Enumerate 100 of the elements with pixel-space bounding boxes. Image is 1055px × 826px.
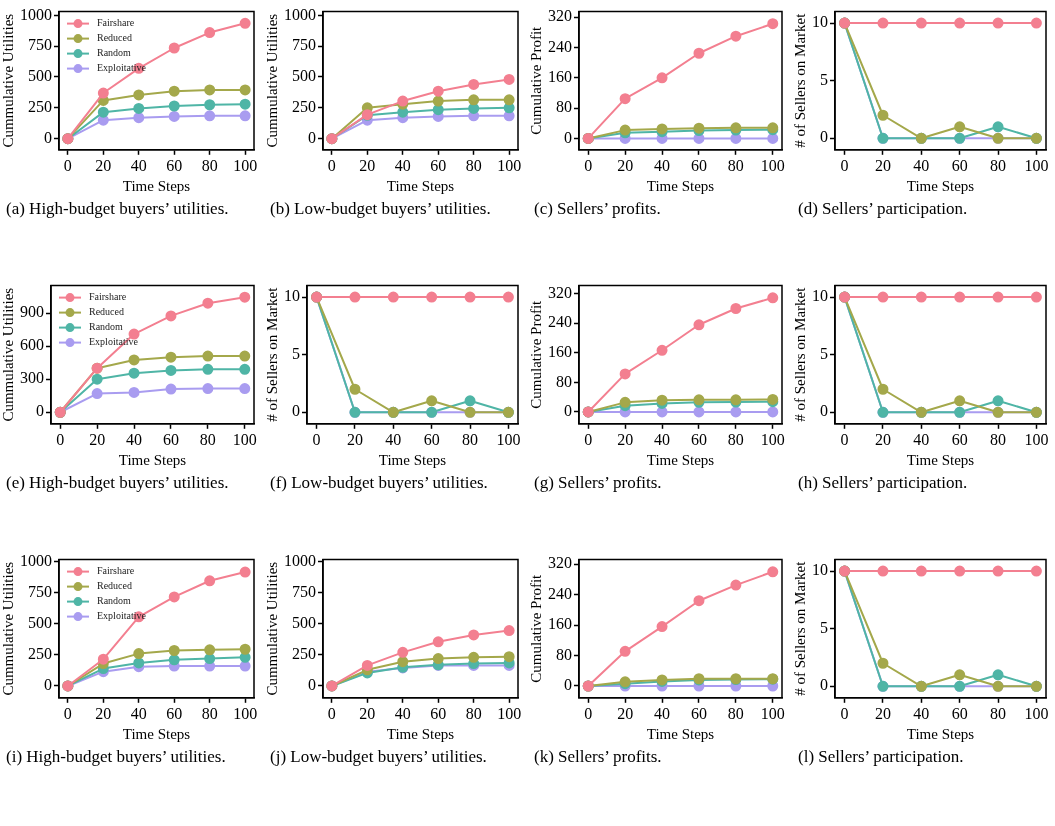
text: (c) Sellers’ profits. bbox=[533, 198, 662, 219]
x-tick-label: 80 bbox=[201, 156, 218, 174]
x-axis-title: Time Steps bbox=[386, 725, 455, 742]
y-tick-label: 500 bbox=[28, 67, 52, 85]
x-axis-title: Time Steps bbox=[646, 451, 715, 468]
y-tick-label: 0 bbox=[44, 676, 52, 694]
x-axis-title: Time Steps bbox=[906, 451, 975, 468]
y-axis-title: # of Sellers on Market bbox=[791, 560, 808, 696]
x-tick-label: 80 bbox=[990, 704, 1007, 722]
x-tick-label: 0 bbox=[840, 704, 849, 722]
y-tick-label: 320 bbox=[548, 7, 572, 25]
x-tick-label: 20 bbox=[874, 430, 891, 448]
x-tick-label: 40 bbox=[913, 430, 930, 448]
y-tick-label: 5 bbox=[820, 344, 828, 362]
y-axis-title: Cummulative Utilities bbox=[263, 13, 280, 148]
x-tick-label: 60 bbox=[430, 156, 447, 174]
x-tick-label: 20 bbox=[874, 156, 891, 174]
x-tick-label: 60 bbox=[951, 156, 968, 174]
x-tick-label: 20 bbox=[617, 156, 634, 174]
x-axis-title: Time Steps bbox=[646, 177, 715, 194]
y-tick-label: 10 bbox=[812, 13, 828, 31]
x-tick-label: 20 bbox=[95, 156, 112, 174]
x-axis-title: Time Steps bbox=[118, 451, 187, 468]
x-tick-label: 20 bbox=[359, 156, 376, 174]
x-tick-label: 80 bbox=[465, 704, 482, 722]
y-tick-label: 1000 bbox=[284, 5, 316, 23]
y-tick-label: 1000 bbox=[20, 5, 52, 23]
y-tick-label: 160 bbox=[548, 615, 572, 633]
y-axis-title: Cummulative Utilities bbox=[0, 13, 16, 148]
x-tick-label: 80 bbox=[462, 430, 479, 448]
x-tick-label: 20 bbox=[874, 704, 891, 722]
y-tick-label: 80 bbox=[556, 372, 572, 390]
legend-label: Fairshare bbox=[97, 17, 135, 29]
x-tick-label: 60 bbox=[690, 430, 707, 448]
x-tick-label: 60 bbox=[162, 430, 179, 448]
y-tick-label: 0 bbox=[36, 402, 44, 420]
y-tick-label: 320 bbox=[548, 283, 572, 301]
y-tick-label: 250 bbox=[28, 98, 52, 116]
x-tick-label: 0 bbox=[327, 156, 336, 174]
y-axis-title: Cumulative Profit bbox=[527, 299, 544, 409]
x-tick-label: 60 bbox=[951, 704, 968, 722]
x-tick-label: 100 bbox=[760, 704, 785, 722]
y-axis-title: Cummulative Utilities bbox=[263, 561, 280, 696]
x-tick-label: 0 bbox=[56, 430, 65, 448]
y-tick-label: 240 bbox=[548, 313, 572, 331]
text: (k) Sellers’ profits. bbox=[533, 746, 663, 767]
x-tick-label: 100 bbox=[496, 430, 521, 448]
x-tick-label: 80 bbox=[990, 156, 1007, 174]
x-tick-label: 40 bbox=[654, 704, 671, 722]
y-axis-title: Cummulative Utilities bbox=[0, 287, 16, 422]
text: (j) Low-budget buyers’ utilities. bbox=[269, 746, 488, 767]
x-tick-label: 100 bbox=[760, 156, 785, 174]
x-tick-label: 0 bbox=[584, 156, 593, 174]
y-tick-label: 0 bbox=[292, 402, 300, 420]
x-tick-label: 100 bbox=[497, 156, 522, 174]
x-tick-label: 100 bbox=[1024, 156, 1049, 174]
legend-label: Random bbox=[97, 47, 132, 59]
legend-label: Reduced bbox=[97, 32, 132, 44]
x-tick-label: 20 bbox=[346, 430, 363, 448]
x-tick-label: 0 bbox=[840, 156, 849, 174]
x-tick-label: 100 bbox=[233, 704, 258, 722]
y-tick-label: 250 bbox=[292, 98, 316, 116]
y-tick-label: 10 bbox=[812, 287, 828, 305]
x-tick-label: 20 bbox=[89, 430, 106, 448]
x-tick-label: 20 bbox=[359, 704, 376, 722]
y-tick-label: 0 bbox=[564, 128, 572, 146]
x-tick-label: 80 bbox=[465, 156, 482, 174]
text: (i) High-budget buyers’ utilities. bbox=[5, 746, 227, 767]
text: (b) Low-budget buyers’ utilities. bbox=[269, 198, 492, 219]
y-tick-label: 250 bbox=[292, 645, 316, 663]
x-tick-label: 60 bbox=[690, 156, 707, 174]
y-tick-label: 160 bbox=[548, 68, 572, 86]
x-tick-label: 0 bbox=[584, 430, 593, 448]
x-tick-label: 60 bbox=[166, 156, 183, 174]
y-tick-label: 1000 bbox=[20, 551, 52, 569]
y-tick-label: 5 bbox=[820, 618, 828, 636]
y-tick-label: 0 bbox=[820, 128, 828, 146]
y-tick-label: 0 bbox=[44, 128, 52, 146]
x-tick-label: 0 bbox=[584, 704, 593, 722]
y-tick-label: 900 bbox=[20, 303, 44, 321]
y-tick-label: 750 bbox=[292, 36, 316, 54]
y-tick-label: 80 bbox=[556, 645, 572, 663]
y-tick-label: 250 bbox=[28, 645, 52, 663]
x-tick-label: 80 bbox=[727, 156, 744, 174]
legend-label: Reduced bbox=[89, 306, 124, 318]
x-tick-label: 20 bbox=[617, 430, 634, 448]
x-tick-label: 60 bbox=[423, 430, 440, 448]
y-axis-title: Cummulative Utilities bbox=[0, 561, 16, 696]
y-tick-label: 10 bbox=[812, 561, 828, 579]
y-tick-label: 160 bbox=[548, 343, 572, 361]
x-tick-label: 40 bbox=[130, 704, 147, 722]
legend-label: Reduced bbox=[97, 580, 132, 592]
x-tick-label: 40 bbox=[130, 156, 147, 174]
y-axis-title: # of Sellers on Market bbox=[791, 12, 808, 148]
x-tick-label: 60 bbox=[166, 704, 183, 722]
y-tick-label: 500 bbox=[28, 613, 52, 631]
x-tick-label: 0 bbox=[63, 156, 72, 174]
x-tick-label: 80 bbox=[990, 430, 1007, 448]
x-tick-label: 60 bbox=[690, 704, 707, 722]
x-tick-label: 80 bbox=[727, 430, 744, 448]
